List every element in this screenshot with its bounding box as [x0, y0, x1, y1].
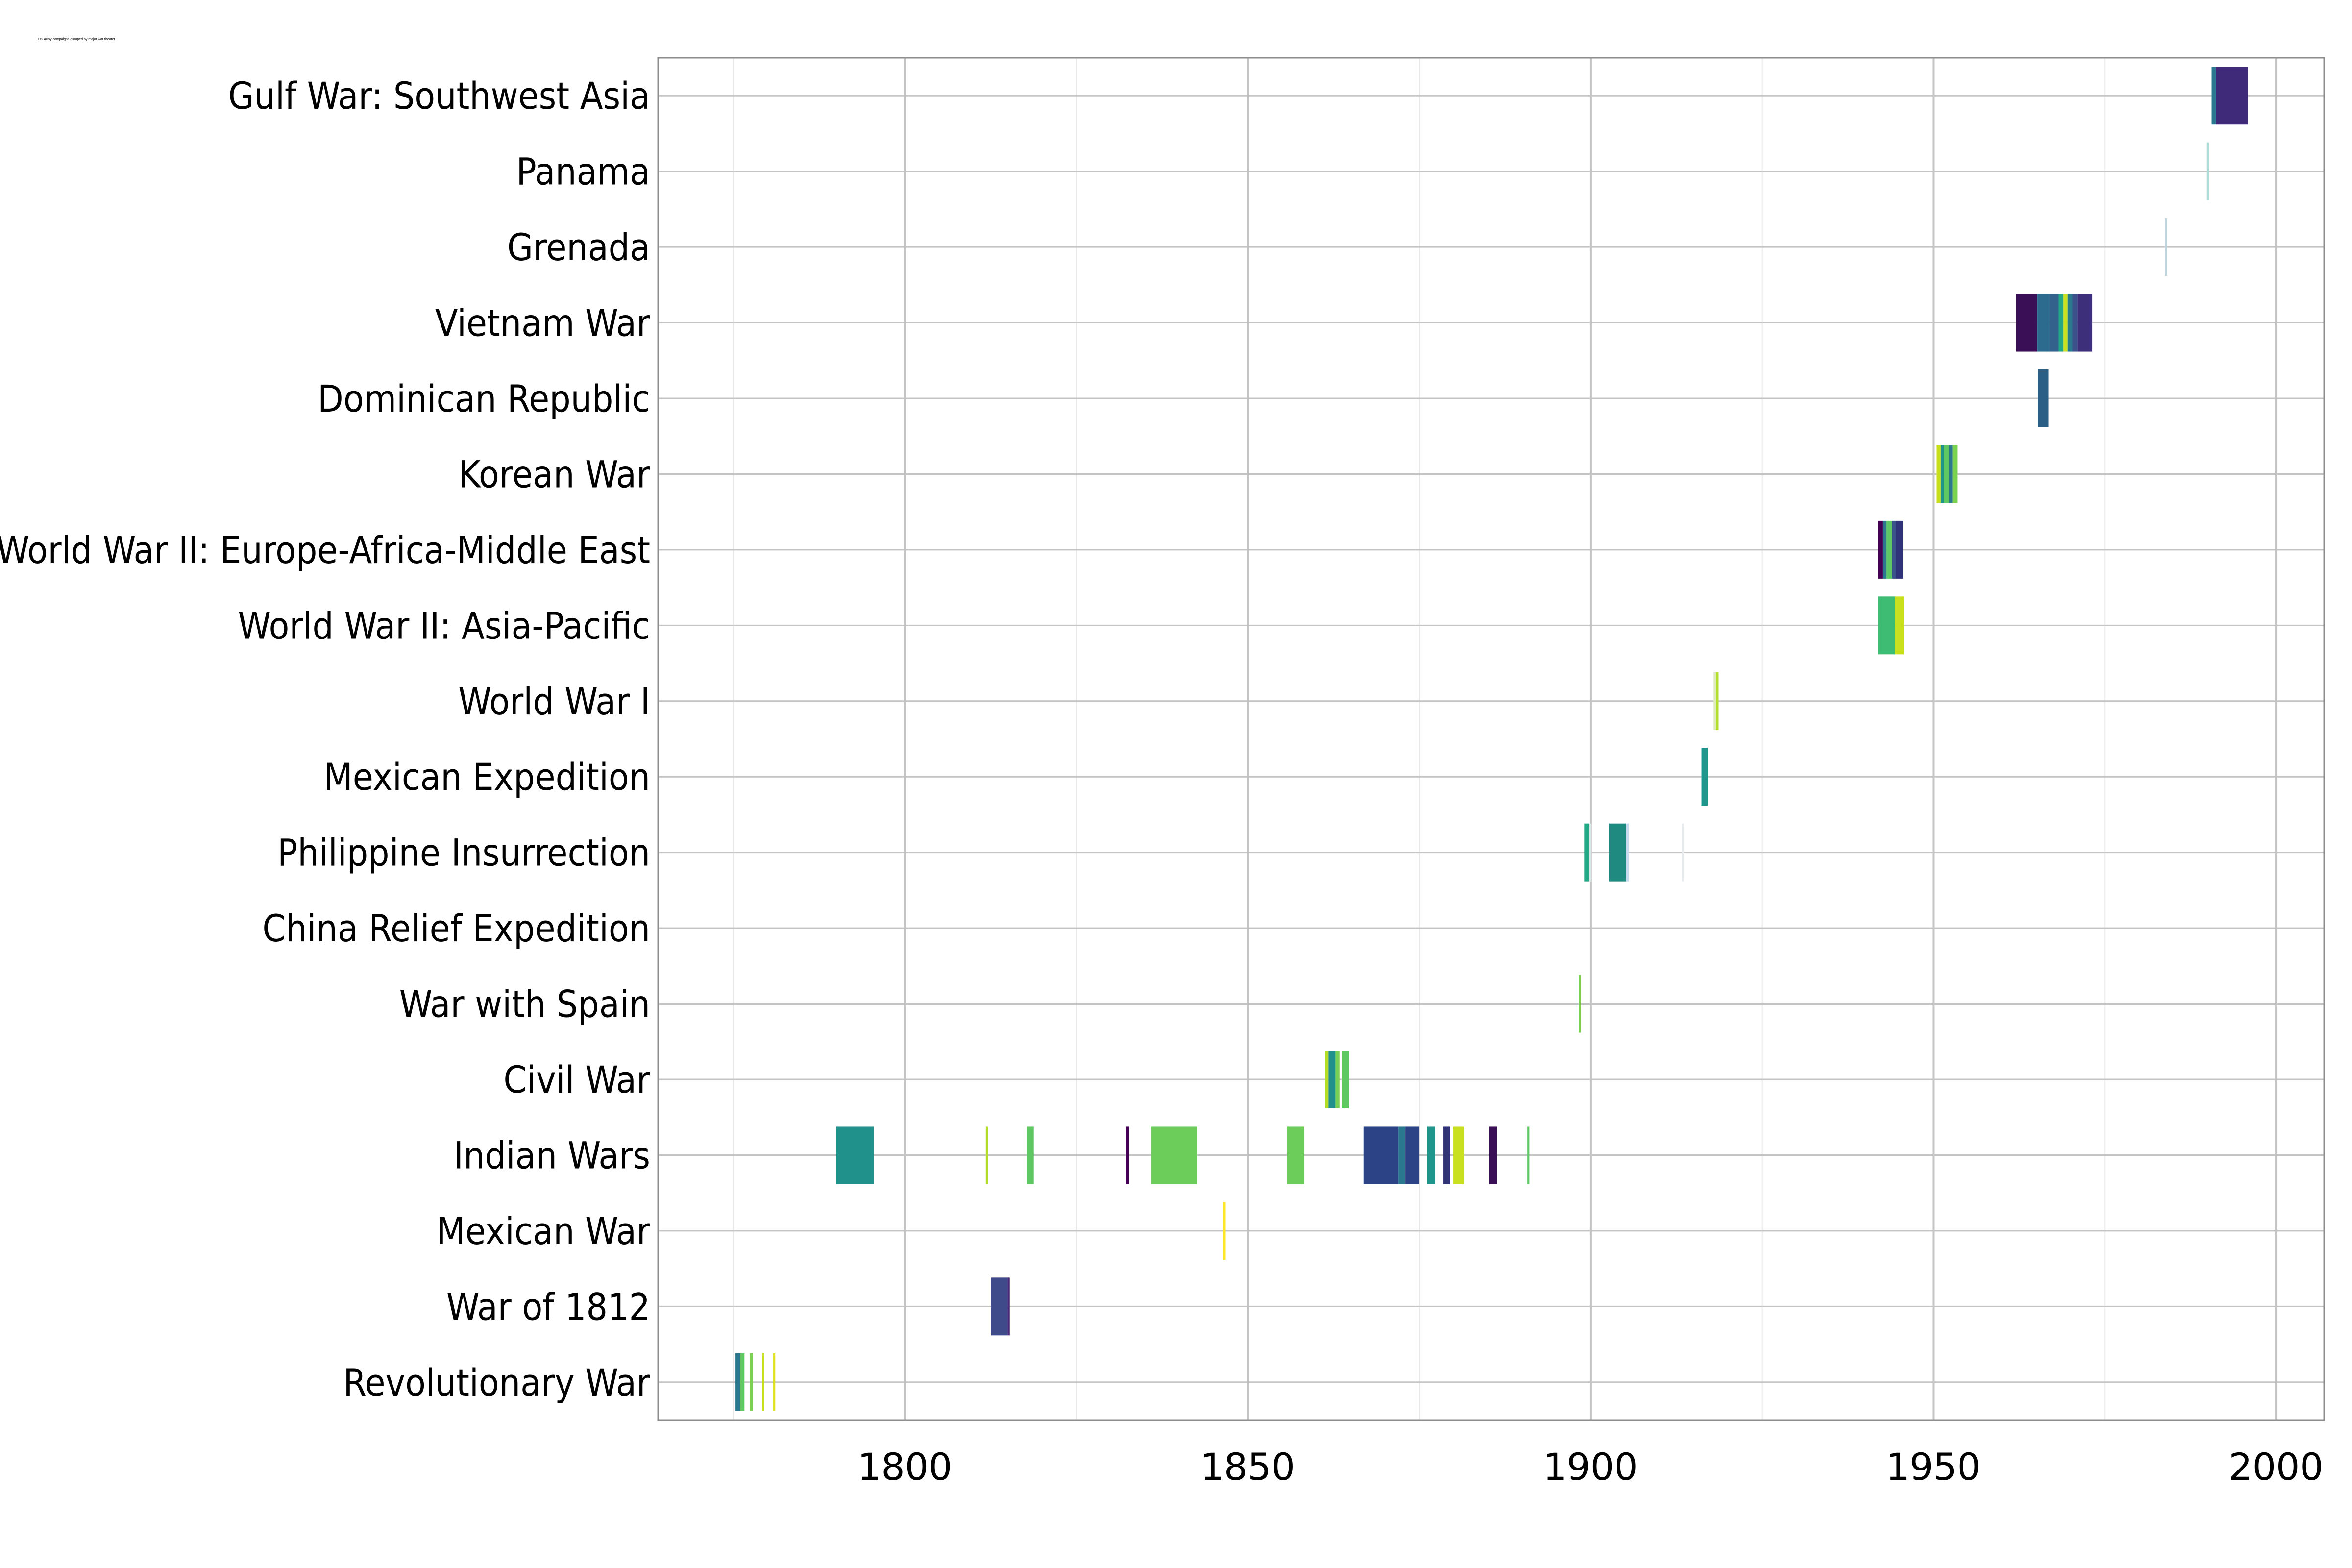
war-label: Indian Wars — [454, 1133, 650, 1177]
campaign-span-bar — [1325, 1051, 1329, 1108]
campaign-span-bar — [1427, 1126, 1435, 1184]
campaign-span-bar — [985, 1126, 988, 1184]
campaign-span-bar — [2038, 369, 2049, 427]
campaign-span-bar — [1489, 1126, 1497, 1184]
campaign-span-bar — [2063, 294, 2068, 352]
campaign-span-bar — [1895, 596, 1904, 655]
war-label: Gulf War: Southwest Asia — [228, 74, 650, 118]
campaign-span-bar — [1398, 1126, 1406, 1184]
x-tick-label: 1900 — [1543, 1445, 1638, 1489]
war-label: Mexican War — [437, 1209, 651, 1253]
plot-panel-border — [657, 57, 2325, 1421]
campaign-span-bar — [1363, 1126, 1399, 1184]
x-tick-label: 1850 — [1200, 1445, 1295, 1489]
campaign-span-bar — [1713, 672, 1716, 730]
campaign-span-bar — [1936, 445, 1941, 503]
campaign-span-bar — [2215, 67, 2248, 125]
war-label: World War II: Asia-Pacific — [238, 604, 650, 647]
war-label: Grenada — [507, 225, 650, 269]
campaign-span-bar — [1589, 823, 1592, 882]
campaign-span-bar — [2050, 294, 2059, 352]
war-labels: Revolutionary War War of 1812 Mexican War I… — [0, 74, 651, 1404]
campaign-span-bar — [1626, 823, 1629, 882]
campaign-span-bar — [2077, 294, 2093, 352]
war-label: Revolutionary War — [343, 1361, 651, 1404]
campaign-span-bar — [1681, 823, 1684, 882]
x-tick-label: 1950 — [1886, 1445, 1981, 1489]
campaign-span-bar — [1007, 1277, 1010, 1336]
campaign-span-bar — [1609, 823, 1626, 882]
campaign-span-bar — [1579, 975, 1581, 1033]
war-label: Vietnam War — [435, 301, 651, 345]
campaign-span-bar — [2016, 294, 2038, 352]
campaign-span-bar — [2165, 218, 2167, 276]
campaign-span-bar — [740, 1353, 745, 1411]
x-tick-label: 2000 — [2229, 1445, 2323, 1489]
war-label: Mexican Expedition — [324, 755, 650, 799]
campaign-span-bar — [2206, 142, 2209, 200]
war-label: Korean War — [459, 452, 651, 496]
campaign-span-bar — [1405, 1126, 1420, 1184]
campaign-span-bar — [1027, 1126, 1034, 1184]
campaign-span-bar — [762, 1353, 764, 1411]
campaign-span-bar — [1126, 1126, 1129, 1184]
x-tick-label: 1800 — [858, 1445, 952, 1489]
campaign-span-bar — [1952, 445, 1958, 503]
war-label: China Relief Expedition — [262, 906, 650, 950]
campaign-span-bar — [1940, 445, 1944, 503]
chart-title: US Army campaigns grouped by major war t… — [38, 38, 115, 41]
campaign-span-bar — [2058, 294, 2064, 352]
campaign-span-bar — [1949, 445, 1953, 503]
war-label: World War I — [458, 680, 650, 723]
campaign-span-bar — [1878, 596, 1895, 655]
campaign-span-bar — [750, 1353, 753, 1411]
war-label: War of 1812 — [446, 1285, 650, 1328]
campaign-span-bar — [1453, 1126, 1464, 1184]
campaign-span-bar — [1223, 1201, 1226, 1260]
war-label: Dominican Republic — [318, 377, 650, 420]
war-label: Philippine Insurrection — [277, 831, 650, 875]
war-label: World War II: Europe-Africa-Middle East — [0, 528, 650, 572]
campaign-span-bar — [2067, 294, 2073, 352]
campaign-span-bar — [773, 1353, 776, 1411]
campaign-span-bar — [991, 1277, 1008, 1336]
campaign-span-bar — [1701, 748, 1708, 806]
campaign-span-bar — [2072, 294, 2078, 352]
campaign-span-bar — [1335, 1051, 1340, 1108]
campaign-span-bar — [1443, 1126, 1450, 1184]
campaign-span-bar — [1715, 672, 1719, 730]
campaign-span-bar — [1527, 1126, 1530, 1184]
campaign-spans — [735, 67, 2248, 1411]
campaign-span-bar — [1584, 823, 1590, 882]
war-label: War with Spain — [399, 982, 650, 1026]
war-label: Civil War — [503, 1058, 651, 1102]
war-label: Panama — [516, 150, 650, 194]
campaign-span-bar — [836, 1126, 874, 1184]
campaign-span-bar — [1886, 520, 1892, 579]
campaign-span-bar — [1328, 1051, 1336, 1108]
campaign-span-bar — [1151, 1126, 1197, 1184]
campaign-span-bar — [1882, 520, 1887, 579]
campaign-span-bar — [1892, 520, 1896, 579]
campaign-span-bar — [1287, 1126, 1304, 1184]
campaign-span-bar — [1341, 1051, 1349, 1108]
campaign-span-bar — [1878, 520, 1883, 579]
campaign-span-bar — [2037, 294, 2050, 352]
minor-gridlines — [733, 58, 2106, 1420]
major-gridlines — [658, 58, 2324, 1420]
campaign-span-bar — [1896, 520, 1903, 579]
campaign-span-bar — [2211, 67, 2216, 125]
x-tick-labels: 1800 1850 1900 1950 2000 — [858, 1445, 2324, 1489]
campaign-span-bar — [735, 1353, 740, 1411]
campaign-span-bar — [1944, 445, 1949, 503]
